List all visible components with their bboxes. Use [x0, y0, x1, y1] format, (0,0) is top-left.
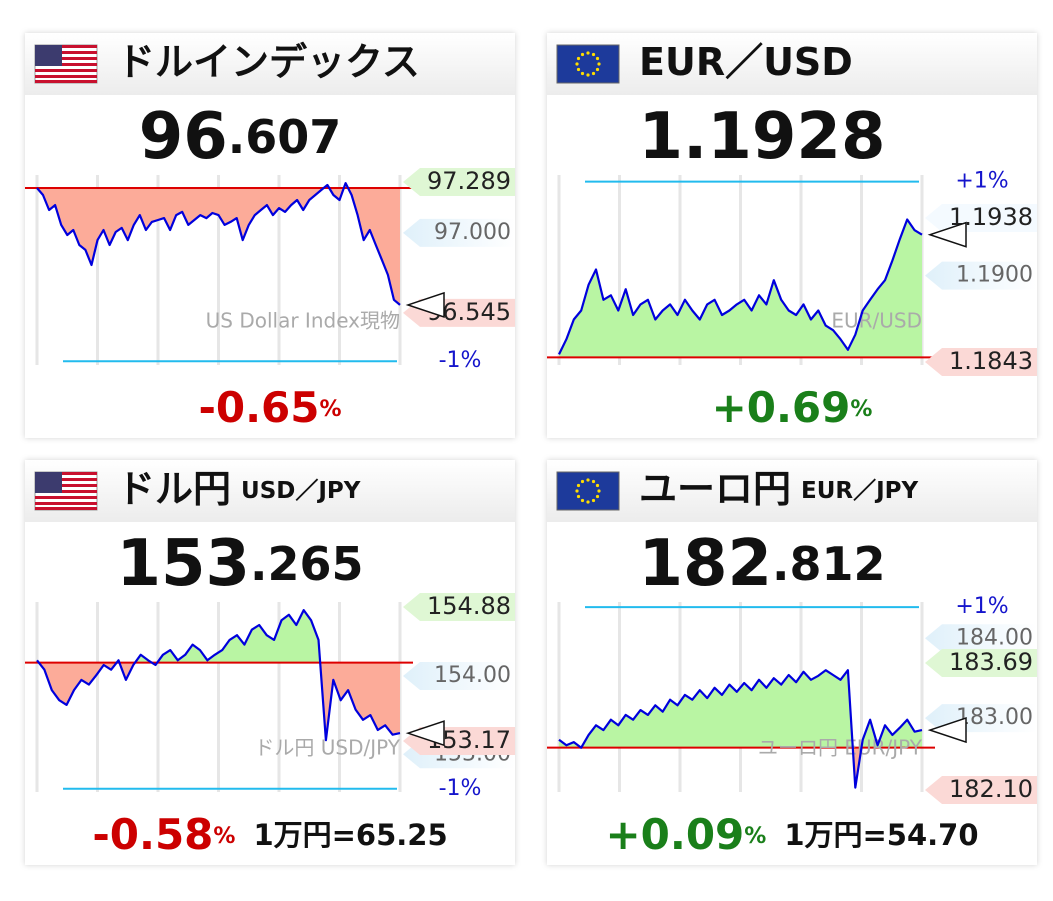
- note: 1万円=65.25: [253, 818, 447, 852]
- panel-title: EUR／USD: [639, 40, 853, 84]
- price-part: 182: [638, 527, 772, 601]
- current-marker: [405, 291, 445, 318]
- subtitle-text: EUR／JPY: [801, 477, 919, 504]
- subtitle-text: USD／JPY: [241, 477, 361, 504]
- price-tag: [925, 775, 1037, 804]
- flag-eu: [556, 44, 620, 84]
- price-tag-label: 182.10: [949, 775, 1033, 803]
- change: +0.09% 1万円=54.70: [605, 810, 978, 859]
- price-tag-label: 154.88: [427, 592, 511, 620]
- title-text: ドル円: [117, 467, 231, 511]
- change-part: -0.65: [198, 383, 319, 432]
- change-part: %: [320, 397, 342, 422]
- y-tick-label: 1.1900: [956, 263, 1033, 288]
- band-label: +1%: [955, 594, 1008, 619]
- price: 96.607: [139, 100, 342, 174]
- band-label: -1%: [439, 348, 482, 373]
- panel-header: [25, 33, 515, 95]
- flag-us: [34, 44, 98, 84]
- price-part: .265: [250, 537, 364, 591]
- change-part: %: [850, 397, 872, 422]
- y-tick-label: 184.00: [956, 625, 1033, 650]
- price-part: 153: [116, 527, 250, 601]
- area-above: [37, 610, 321, 663]
- y-tick-tag: [403, 218, 515, 247]
- price-tag-label: 1.1843: [949, 347, 1033, 375]
- change: +0.69%: [712, 383, 873, 432]
- current-marker: [405, 720, 445, 747]
- change: -0.58% 1万円=65.25: [92, 810, 447, 859]
- price-tag: [403, 593, 515, 622]
- title-text: ユーロ円: [639, 467, 791, 511]
- change-part: +0.09: [605, 810, 744, 859]
- flag-eu: [556, 471, 620, 511]
- price-tag: [925, 204, 1037, 233]
- price: 153.265: [116, 527, 363, 601]
- watermark: US Dollar Index現物: [206, 309, 400, 333]
- watermark: ドル円 USD/JPY: [254, 736, 400, 760]
- change: -0.65%: [198, 383, 341, 432]
- panel-header: [25, 460, 515, 522]
- price-line: [36, 608, 401, 742]
- area-below: [37, 188, 400, 305]
- band-label: -1%: [439, 776, 482, 801]
- price-part: 96: [139, 100, 228, 174]
- panel-title: ドルインデックス: [117, 40, 420, 84]
- panel-header: [547, 460, 1037, 522]
- y-tick-label: 154.00: [434, 663, 511, 688]
- price-part: .607: [228, 110, 342, 164]
- price-tag: [925, 347, 1037, 376]
- watermark: EUR/USD: [831, 309, 922, 333]
- panel-header: [547, 33, 1037, 95]
- area-above: [559, 219, 922, 358]
- price-line: [36, 182, 401, 306]
- change-part: %: [213, 824, 235, 849]
- price: 182.812: [638, 527, 885, 601]
- y-tick-tag: [403, 661, 515, 690]
- panel-title: ドル円 USD／JPY: [117, 467, 361, 511]
- y-tick-tag: [925, 261, 1037, 290]
- area-above: [559, 670, 922, 748]
- price-line: [558, 218, 923, 355]
- y-tick-tag: [925, 624, 1037, 653]
- change-part: +0.69: [712, 383, 851, 432]
- price-part: .812: [772, 537, 886, 591]
- panel-title: ユーロ円 EUR／JPY: [639, 467, 919, 511]
- flag-us: [34, 471, 98, 511]
- price-tag-label: 183.69: [949, 648, 1033, 676]
- title-text: EUR／USD: [639, 40, 853, 84]
- title-text: ドルインデックス: [117, 40, 420, 84]
- note: 1万円=54.70: [784, 818, 978, 852]
- current-marker: [927, 221, 967, 248]
- price-part: 1.1928: [639, 100, 886, 174]
- price-line: [558, 669, 923, 789]
- y-tick-label: 183.00: [956, 705, 1033, 730]
- band-label: +1%: [955, 169, 1008, 194]
- price-tag: [403, 168, 515, 197]
- change-part: %: [744, 824, 766, 849]
- change-part: -0.58: [92, 810, 213, 859]
- price-tag: [925, 649, 1037, 678]
- price: 1.1928: [639, 100, 886, 174]
- area-below: [37, 662, 400, 741]
- watermark: ユーロ円 EUR/JPY: [758, 736, 923, 760]
- current-marker: [927, 717, 967, 744]
- price-tag-label: 97.289: [427, 167, 511, 195]
- y-tick-label: 97.000: [434, 220, 511, 245]
